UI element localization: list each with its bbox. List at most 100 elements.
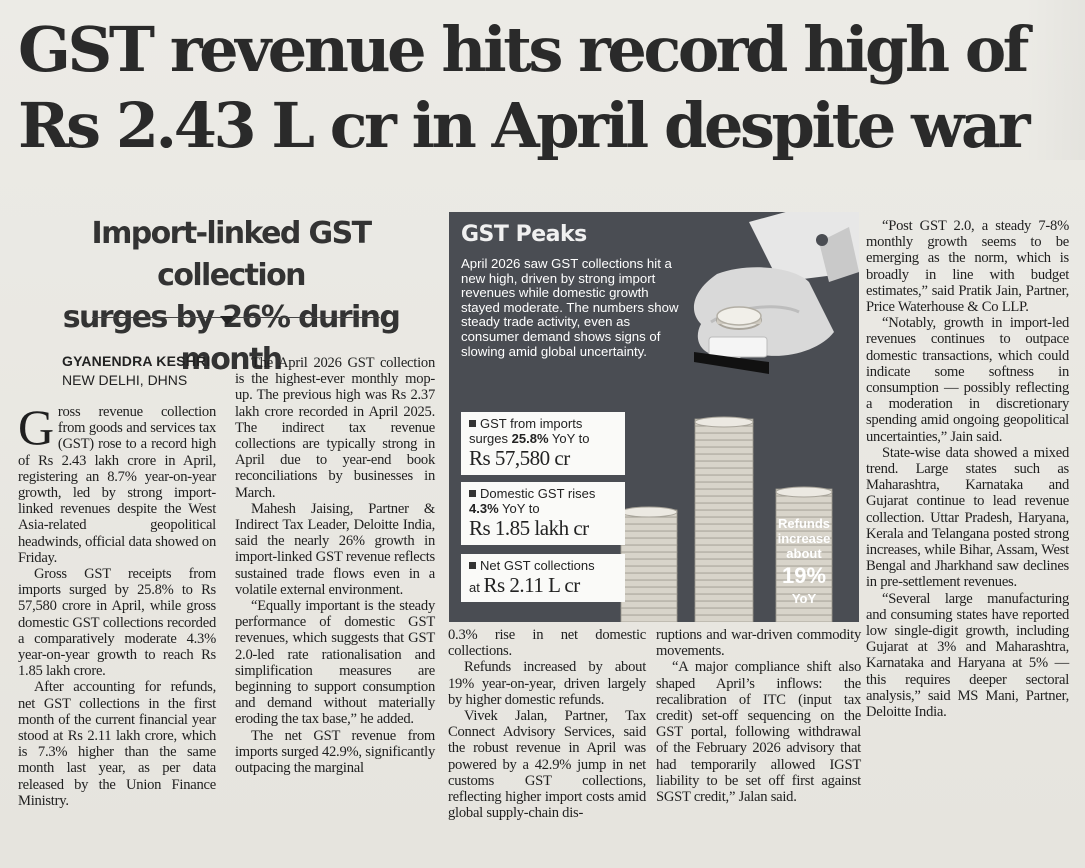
paragraph: “A major compliance shift also shaped Ap… [656, 659, 861, 806]
coin [694, 593, 754, 602]
coin [694, 586, 754, 595]
stat-label-text: Domestic GST rises [480, 486, 596, 501]
refunds-line-2: increase [777, 531, 831, 546]
stat-prefix: surges [469, 431, 512, 446]
stat-card-imports: GST from imports surges 25.8% YoY to Rs … [461, 412, 625, 475]
subhead-rule [92, 317, 380, 318]
coin [694, 530, 754, 539]
refunds-callout: Refunds increase about 19% YoY [765, 516, 843, 606]
coin-stack-illustration [620, 416, 833, 622]
bullet-square-icon [469, 490, 476, 497]
coin-top [694, 416, 754, 428]
article-column-3: 0.3% rise in net domestic collections. R… [448, 627, 646, 821]
coin [620, 593, 678, 602]
headline-line-2: Rs 2.43 L cr in April despite war [18, 89, 1031, 162]
paragraph: 0.3% rise in net domestic collections. [448, 627, 646, 660]
bullet-square-icon [469, 562, 476, 569]
author-name: GYANENDRA KESHRI [62, 353, 211, 369]
gst-peaks-graphic: GST Peaks April 2026 saw GST collections… [449, 212, 859, 622]
paragraph: ruptions and war-driven commodity moveme… [656, 627, 861, 660]
drop-cap: G [18, 399, 54, 455]
paragraph: After accounting for refunds, net GST co… [18, 679, 216, 809]
paragraph: Vivek Jalan, Partner, Tax Connect Adviso… [448, 708, 646, 822]
article-column-2: The April 2026 GST collection is the hig… [235, 355, 435, 776]
refunds-line-3: about [786, 546, 822, 561]
stat-label: Net GST collections [469, 558, 617, 573]
coin [694, 558, 754, 567]
stat-value: Rs 57,580 cr [469, 446, 570, 470]
graphic-title: GST Peaks [461, 222, 587, 247]
stat-label-text: GST from imports [480, 416, 583, 431]
coin [694, 488, 754, 497]
paragraph: “Equally important is the steady perform… [235, 598, 435, 728]
coin [620, 551, 678, 560]
paragraph: Refunds increased by about 19% year-on-y… [448, 659, 646, 708]
coin [620, 572, 678, 581]
coin [775, 607, 833, 616]
rule-arrow-icon [220, 316, 234, 325]
coin [694, 516, 754, 525]
coin [694, 460, 754, 469]
article-column-5: “Post GST 2.0, a steady 7-8% monthly gro… [866, 218, 1069, 720]
stat-suffix: YoY to [548, 431, 590, 446]
coin [694, 565, 754, 574]
subheadline-line-1: Import-linked GST collection [91, 216, 373, 293]
headline: GST revenue hits record high of Rs 2.43 … [18, 12, 1078, 164]
paragraph: “Notably, growth in import-led revenues … [866, 315, 1069, 445]
paragraph: “Several large manufacturing and consumi… [866, 590, 1069, 721]
subheadline: Import-linked GST collection surges by 2… [22, 213, 440, 381]
coin [694, 509, 754, 518]
coin [694, 453, 754, 462]
stat-percent: 25.8% [511, 431, 549, 446]
paragraph-text: ross revenue collection from goods and s… [18, 404, 216, 566]
stat-label: GST from imports [469, 416, 617, 431]
stat-value-row: at Rs 2.11 L cr [469, 573, 617, 597]
refunds-unit: YoY [791, 591, 817, 606]
dateline: NEW DELHI, DHNS [62, 372, 188, 388]
headline-line-1: GST revenue hits record high of [18, 13, 1029, 86]
refunds-line-1: Refunds [778, 516, 830, 531]
coin [620, 544, 678, 553]
coin [694, 537, 754, 546]
stat-sublabel: 4.3% YoY to [469, 501, 617, 516]
stat-card-domestic: Domestic GST rises 4.3% YoY to Rs 1.85 l… [461, 482, 625, 545]
coin [694, 502, 754, 511]
coin-top [775, 486, 833, 498]
coin [694, 607, 754, 616]
coin [620, 530, 678, 539]
article-column-4: ruptions and war-driven commodity moveme… [656, 627, 861, 805]
coin [694, 572, 754, 581]
coin [620, 558, 678, 567]
coin [620, 537, 678, 546]
coin [694, 481, 754, 490]
refunds-value: 19% [781, 563, 827, 588]
coin [694, 467, 754, 476]
stat-card-net: Net GST collections at Rs 2.11 L cr [461, 554, 625, 602]
stat-prefix: at [469, 580, 484, 595]
coin [694, 600, 754, 609]
stat-label: Domestic GST rises [469, 486, 617, 501]
coin [620, 586, 678, 595]
page-shading [1025, 0, 1085, 160]
coin [694, 432, 754, 441]
coin [694, 495, 754, 504]
coin [620, 614, 678, 622]
coin [620, 607, 678, 616]
graphic-intro: April 2026 saw GST collections hit a new… [461, 256, 679, 359]
coin [694, 439, 754, 448]
coin [694, 544, 754, 553]
coin [694, 614, 754, 622]
coin [694, 579, 754, 588]
hand-with-coin-illustration [693, 212, 859, 374]
paragraph: Gross GST receipts from imports surged b… [18, 566, 216, 680]
coin [694, 474, 754, 483]
byline: GYANENDRA KESHRI NEW DELHI, DHNS [62, 352, 210, 390]
stat-percent: 4.3% [469, 501, 499, 516]
paragraph: The April 2026 GST collection is the hig… [235, 355, 435, 501]
coin-top [620, 506, 678, 518]
coin [694, 446, 754, 455]
coin [775, 502, 833, 511]
coin [694, 523, 754, 532]
